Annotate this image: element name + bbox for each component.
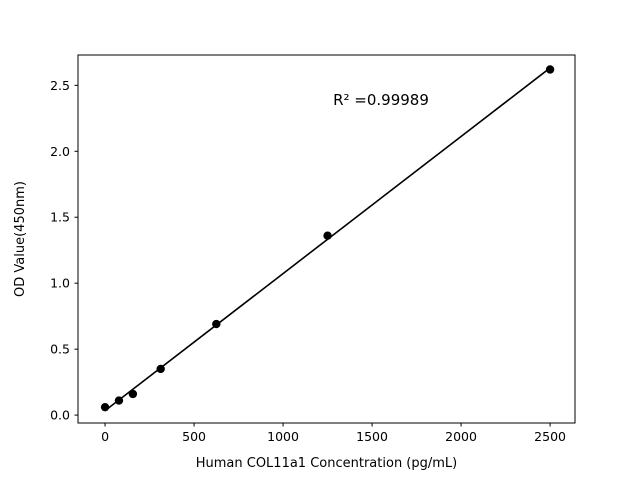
data-point: [156, 364, 165, 374]
data-point: [323, 231, 332, 240]
data-point: [545, 65, 555, 74]
data-point: [128, 389, 138, 399]
r-squared-annotation: R² =0.99989: [333, 91, 429, 109]
x-tick-label: 0: [101, 429, 109, 444]
x-tick-label: 2000: [445, 429, 477, 444]
x-tick-label: 500: [182, 429, 206, 444]
y-tick-label: 2.0: [50, 144, 70, 159]
x-tick-label: 2500: [534, 429, 566, 444]
y-tick-label: 1.0: [50, 276, 70, 291]
y-axis-label: OD Value(450nm): [13, 181, 28, 297]
plot-border: [77, 54, 576, 424]
data-point: [100, 402, 110, 412]
y-tick-label: 0.5: [50, 342, 70, 357]
y-tick-label: 0.0: [50, 408, 70, 423]
data-point: [114, 396, 124, 405]
x-tick-label: 1500: [356, 429, 388, 444]
x-axis-label: Human COL11a1 Concentration (pg/mL): [196, 456, 458, 471]
data-point: [212, 319, 221, 329]
x-tick-label: 1000: [267, 429, 299, 444]
y-tick-label: 2.5: [50, 78, 70, 93]
y-tick-label: 1.5: [50, 210, 70, 225]
